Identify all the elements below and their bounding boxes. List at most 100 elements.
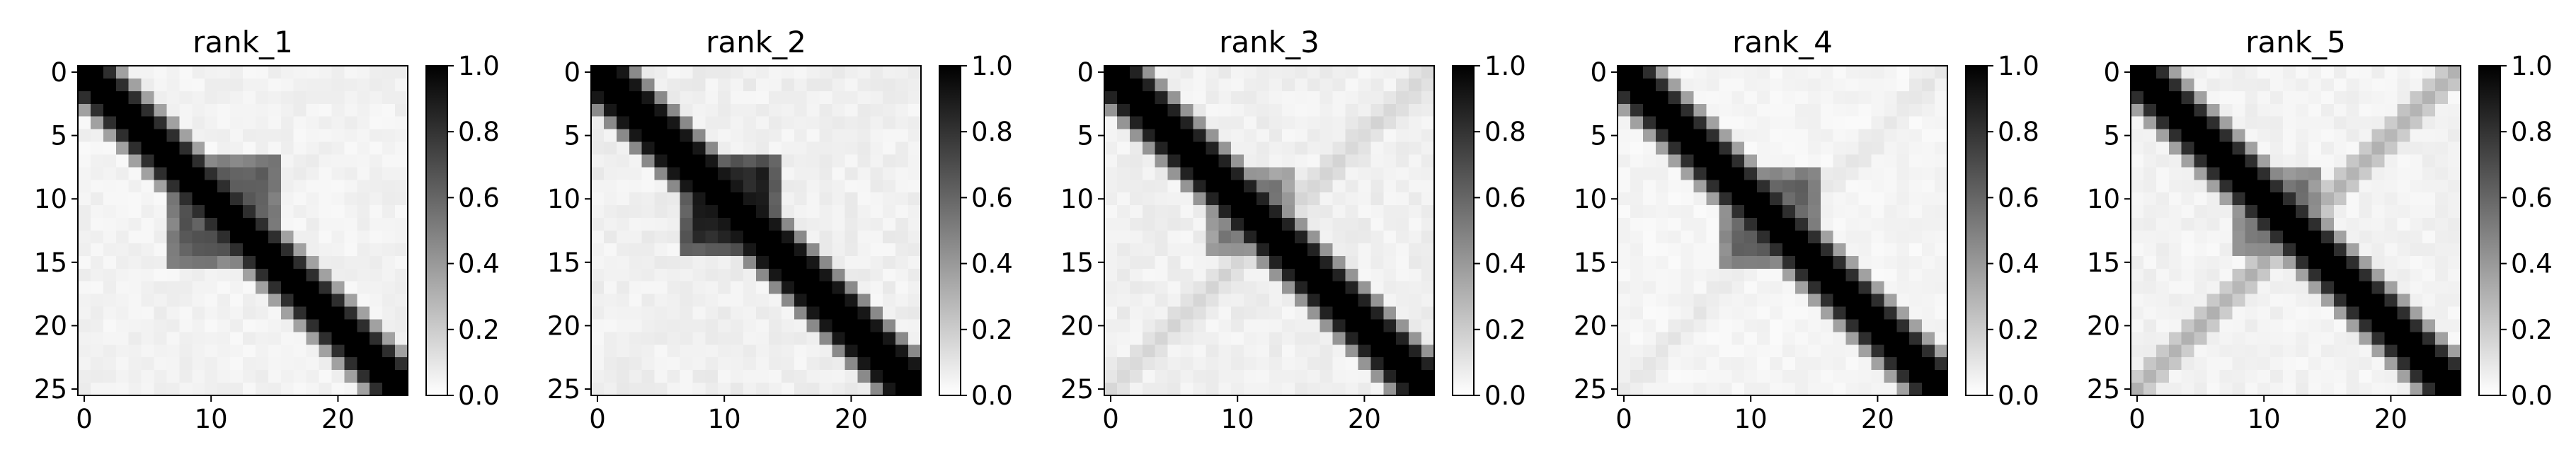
heatmap-cell [1858, 344, 1872, 358]
heatmap-cell [2219, 255, 2233, 269]
heatmap-cell [1719, 205, 1732, 219]
heatmap-cell [90, 268, 104, 282]
heatmap-cell [1256, 103, 1270, 117]
heatmap-cell [2397, 78, 2410, 92]
heatmap-cell [1256, 180, 1270, 193]
heatmap-cell [1807, 268, 1821, 282]
heatmap-cell [205, 180, 218, 193]
heatmap-cell [1409, 383, 1422, 396]
heatmap-cell [1642, 141, 1656, 156]
heatmap-cell [1770, 116, 1783, 130]
heatmap-cell [731, 357, 744, 371]
heatmap-cell [331, 255, 345, 269]
heatmap-cell [603, 231, 617, 244]
heatmap-cell [1731, 180, 1745, 193]
heatmap-cell [2296, 180, 2309, 193]
heatmap-cell [1833, 167, 1847, 180]
heatmap-cell [1909, 383, 1923, 396]
heatmap-cell [1383, 332, 1397, 345]
heatmap-cell [1383, 91, 1397, 105]
heatmap-cell [2422, 129, 2436, 143]
heatmap-cell [1681, 218, 1695, 231]
heatmap-cell [832, 154, 846, 168]
heatmap-cell [908, 218, 922, 231]
heatmap-cell [179, 344, 193, 358]
heatmap-cell [103, 332, 117, 345]
heatmap-cell [629, 141, 643, 156]
heatmap-cell [1618, 154, 1631, 168]
heatmap-cell [1909, 154, 1923, 168]
heatmap-cell [756, 218, 769, 231]
heatmap-cell [1935, 154, 1948, 168]
heatmap-cell [90, 357, 104, 371]
heatmap-cell [1618, 116, 1631, 130]
heatmap-cell [1193, 306, 1206, 320]
heatmap-cell [1871, 294, 1884, 308]
heatmap-cell [1218, 332, 1232, 345]
heatmap-cell [2359, 231, 2373, 244]
heatmap-cell [2346, 332, 2360, 345]
heatmap-cell [1807, 91, 1821, 105]
heatmap-cell [654, 141, 668, 156]
heatmap-cell [743, 91, 757, 105]
heatmap-cell [832, 231, 846, 244]
heatmap-cell [1642, 243, 1656, 257]
heatmap-cell [1244, 255, 1257, 269]
heatmap-cell [718, 344, 731, 358]
heatmap-cell [603, 357, 617, 371]
heatmap-cell [1782, 243, 1796, 257]
heatmap-cell [591, 268, 605, 282]
heatmap-cell [692, 294, 706, 308]
heatmap-cell [2333, 129, 2347, 143]
heatmap-cell [1642, 370, 1656, 383]
heatmap-cell [2397, 294, 2410, 308]
heatmap-cell [1770, 129, 1783, 143]
heatmap-cell [2346, 231, 2360, 244]
heatmap-cell [1909, 268, 1923, 282]
heatmap-cell [382, 129, 396, 143]
heatmap-cell [331, 281, 345, 295]
heatmap-cell [1642, 116, 1656, 130]
heatmap-cell [230, 78, 244, 92]
heatmap-cell [705, 255, 719, 269]
heatmap-cell [1794, 91, 1809, 105]
heatmap-cell [1218, 192, 1232, 206]
heatmap-cell [629, 255, 643, 269]
heatmap-cell [2296, 231, 2309, 244]
heatmap-cell [603, 243, 617, 257]
heatmap-cell [1833, 306, 1847, 320]
heatmap-cell [1370, 319, 1384, 332]
heatmap-cell [895, 255, 909, 269]
heatmap-cell [591, 294, 605, 308]
heatmap-cell [1256, 78, 1270, 92]
heatmap-cell [1129, 180, 1143, 193]
heatmap-cell [1345, 103, 1359, 117]
heatmap-cell [217, 294, 231, 308]
heatmap-cell [1794, 319, 1809, 332]
heatmap-cell [154, 344, 168, 358]
heatmap-cell [1909, 91, 1923, 105]
heatmap-cell [1820, 281, 1834, 295]
heatmap-cell [1719, 218, 1732, 231]
heatmap-cell [680, 116, 693, 130]
heatmap-cell [1820, 141, 1834, 156]
heatmap-cell [591, 205, 605, 219]
heatmap-cell [293, 116, 307, 130]
heatmap-cell [370, 344, 383, 358]
heatmap-cell [1180, 255, 1194, 269]
heatmap-cell [591, 91, 605, 105]
heatmap-cell [1858, 294, 1872, 308]
heatmap-cell [781, 255, 795, 269]
heatmap-cell [103, 180, 117, 193]
heatmap-cell [870, 281, 883, 295]
heatmap-cell [1104, 91, 1118, 105]
heatmap-cell [1281, 370, 1295, 383]
heatmap-cell [293, 268, 307, 282]
x-tick-label: 10 [1734, 404, 1768, 434]
heatmap-cell [667, 255, 681, 269]
heatmap-cell [883, 66, 896, 79]
heatmap-cell [1668, 66, 1682, 79]
heatmap-cell [1180, 141, 1194, 156]
heatmap-cell [756, 66, 769, 79]
heatmap-cell [192, 103, 205, 117]
